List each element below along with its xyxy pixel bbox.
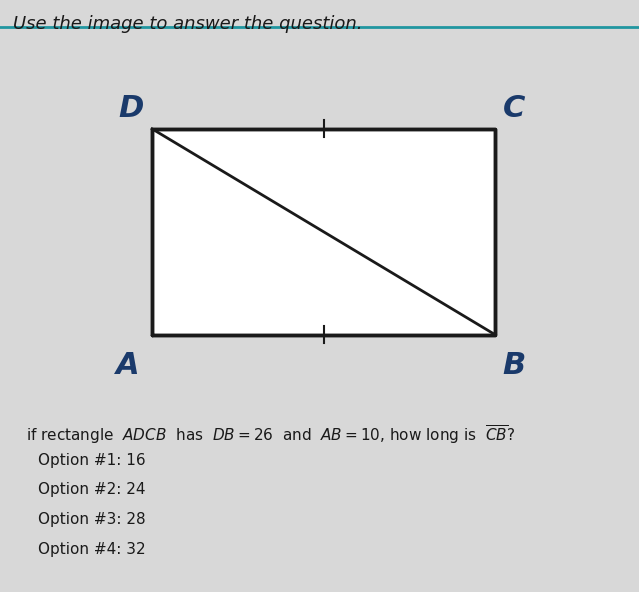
Text: C: C <box>503 94 525 123</box>
Text: A: A <box>116 351 140 380</box>
Text: Option #1: 16: Option #1: 16 <box>38 453 146 468</box>
Text: D: D <box>119 94 144 123</box>
Text: if rectangle  $ADCB$  has  $DB = 26$  and  $AB = 10$, how long is  $\overline{CB: if rectangle $ADCB$ has $DB = 26$ and $A… <box>26 423 515 446</box>
Text: Option #2: 24: Option #2: 24 <box>38 482 146 497</box>
Polygon shape <box>152 129 495 335</box>
Text: Option #4: 32: Option #4: 32 <box>38 542 146 556</box>
Text: Option #3: 28: Option #3: 28 <box>38 512 146 527</box>
Text: Use the image to answer the question.: Use the image to answer the question. <box>13 15 362 33</box>
Text: B: B <box>503 351 526 380</box>
